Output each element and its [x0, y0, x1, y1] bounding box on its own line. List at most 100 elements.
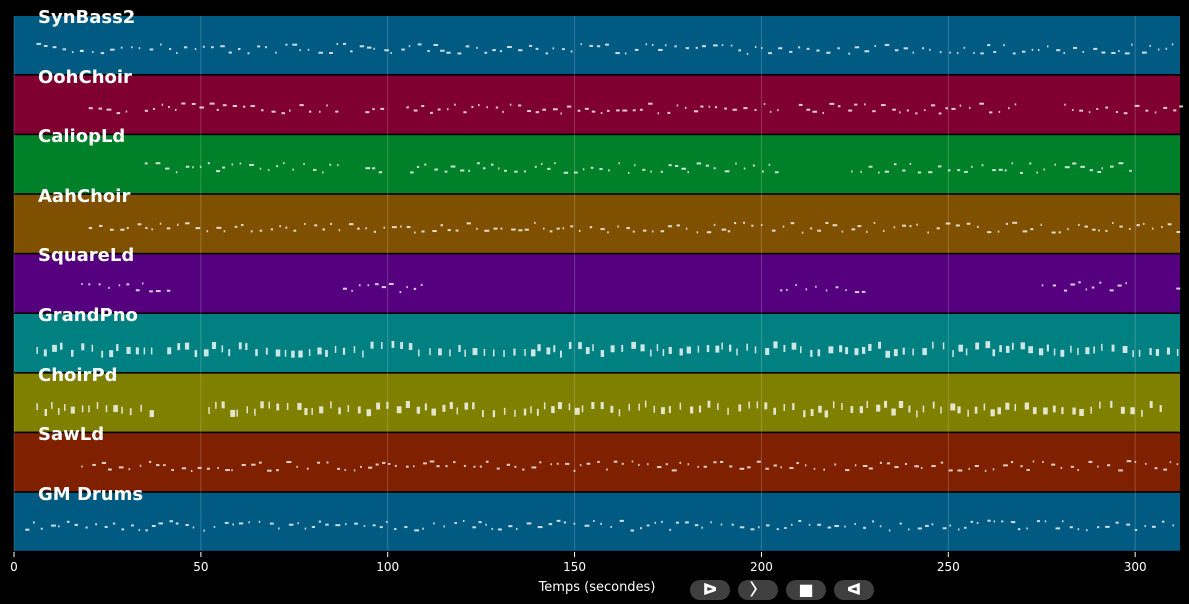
note	[1163, 106, 1168, 109]
note	[724, 170, 730, 173]
note	[1078, 223, 1080, 226]
note	[416, 165, 420, 168]
note	[844, 525, 846, 528]
note	[421, 230, 425, 233]
note	[1149, 348, 1152, 356]
note	[444, 170, 448, 173]
note	[958, 344, 963, 352]
note	[471, 105, 474, 108]
note	[149, 410, 154, 418]
note	[808, 523, 811, 526]
note	[893, 349, 898, 357]
note	[484, 51, 488, 54]
note	[413, 287, 417, 290]
rewind-button[interactable]: ᐊ	[834, 580, 874, 600]
note	[270, 228, 274, 231]
note	[751, 224, 754, 227]
note	[768, 163, 771, 166]
note	[406, 286, 408, 289]
note	[931, 523, 934, 526]
note	[1117, 284, 1122, 287]
note	[1099, 401, 1101, 409]
note	[351, 289, 353, 292]
note	[1046, 344, 1049, 352]
note	[746, 343, 748, 351]
note	[955, 224, 960, 227]
note	[956, 52, 959, 55]
note	[917, 527, 922, 530]
note	[365, 227, 367, 230]
note	[608, 169, 610, 172]
note	[914, 465, 919, 468]
note	[81, 343, 85, 351]
note	[707, 400, 711, 408]
note	[591, 401, 595, 409]
note	[347, 405, 350, 413]
note	[622, 109, 628, 112]
note	[818, 405, 822, 413]
forward-button[interactable]: 〉	[738, 580, 778, 600]
note	[514, 465, 517, 468]
note	[249, 163, 254, 166]
note	[391, 340, 395, 348]
note	[690, 406, 694, 414]
note	[190, 470, 193, 473]
note	[185, 165, 190, 168]
note	[894, 466, 899, 469]
note	[438, 348, 442, 356]
note	[394, 464, 397, 467]
note	[537, 344, 541, 352]
note	[828, 346, 834, 354]
note	[1134, 104, 1140, 107]
note	[1109, 289, 1114, 292]
note	[155, 290, 161, 293]
note	[936, 227, 940, 230]
stop-button[interactable]: ■	[786, 580, 826, 600]
track-label: SquareLd	[38, 245, 135, 267]
note	[1097, 465, 1099, 468]
note	[1154, 467, 1158, 470]
note	[556, 462, 559, 465]
note	[964, 170, 968, 173]
note	[1038, 348, 1044, 356]
note	[957, 528, 960, 531]
note	[676, 224, 680, 227]
note	[823, 468, 826, 471]
note	[464, 349, 466, 357]
note	[1118, 50, 1120, 53]
note	[578, 342, 582, 350]
note	[337, 467, 341, 470]
note	[848, 109, 853, 112]
note	[928, 171, 933, 174]
play-button[interactable]: ᐅ	[690, 580, 730, 600]
note	[276, 403, 280, 411]
note	[879, 525, 882, 528]
note	[317, 347, 322, 355]
note	[1061, 407, 1064, 415]
note	[373, 47, 376, 50]
note	[560, 112, 562, 115]
note	[66, 520, 70, 523]
note	[70, 406, 75, 414]
note	[500, 227, 503, 230]
note	[764, 402, 768, 410]
note	[502, 110, 504, 113]
note	[276, 469, 279, 472]
note	[191, 102, 196, 105]
note	[739, 467, 745, 470]
note	[774, 171, 779, 174]
note	[981, 164, 984, 167]
note	[278, 527, 280, 530]
note	[1105, 229, 1108, 232]
note	[1115, 111, 1118, 114]
note	[651, 43, 654, 46]
note	[248, 521, 250, 524]
note	[449, 401, 453, 409]
note	[166, 227, 171, 230]
note	[381, 341, 383, 349]
note	[924, 109, 926, 112]
note	[368, 466, 373, 469]
note	[329, 51, 333, 54]
track-label: AahChoir	[38, 185, 131, 207]
note	[667, 225, 673, 228]
